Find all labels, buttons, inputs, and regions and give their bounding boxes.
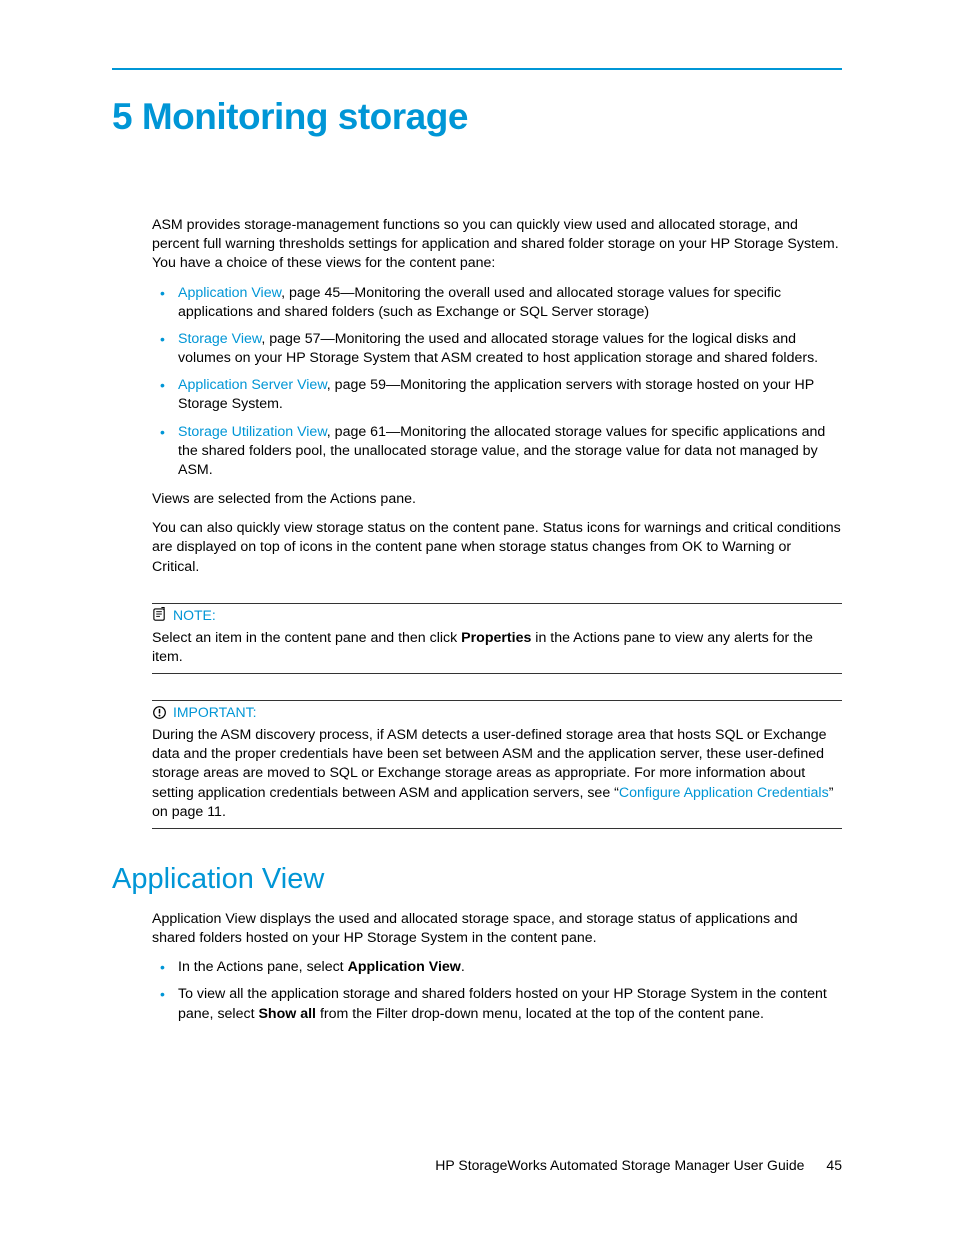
- list-item: Storage Utilization View, page 61—Monito…: [152, 423, 842, 481]
- list-item: Storage View, page 57—Monitoring the use…: [152, 330, 842, 368]
- important-body: During the ASM discovery process, if ASM…: [152, 726, 842, 822]
- list-item: Application View, page 45—Monitoring the…: [152, 284, 842, 322]
- note-label: NOTE:: [173, 607, 216, 623]
- callout-rule: [152, 700, 842, 701]
- list-item: To view all the application storage and …: [152, 985, 842, 1023]
- list-item: Application Server View, page 59—Monitor…: [152, 376, 842, 414]
- chapter-title: 5 Monitoring storage: [112, 96, 842, 138]
- note-body: Select an item in the content pane and t…: [152, 629, 842, 667]
- callout-rule: [152, 603, 842, 604]
- list-text: , page 57—Monitoring the used and alloca…: [178, 331, 818, 366]
- note-text-pre: Select an item in the content pane and t…: [152, 630, 461, 646]
- list-item: In the Actions pane, select Application …: [152, 958, 842, 977]
- page-footer: HP StorageWorks Automated Storage Manage…: [435, 1157, 842, 1173]
- section-title: Application View: [112, 863, 842, 896]
- top-rule: [112, 68, 842, 70]
- note-bold: Properties: [461, 630, 531, 646]
- list-text: In the Actions pane, select: [178, 959, 348, 975]
- important-callout: IMPORTANT: During the ASM discovery proc…: [152, 700, 842, 829]
- link-storage-utilization-view[interactable]: Storage Utilization View: [178, 424, 327, 440]
- footer-text: HP StorageWorks Automated Storage Manage…: [435, 1157, 804, 1173]
- note-callout: NOTE: Select an item in the content pane…: [152, 603, 842, 674]
- list-text: .: [461, 959, 465, 975]
- section-intro: Application View displays the used and a…: [152, 910, 842, 948]
- link-configure-credentials[interactable]: Configure Application Credentials: [619, 785, 829, 801]
- section-list: In the Actions pane, select Application …: [152, 958, 842, 1024]
- list-bold: Application View: [348, 959, 461, 975]
- page-number: 45: [826, 1157, 842, 1173]
- link-application-server-view[interactable]: Application Server View: [178, 377, 327, 393]
- list-text: from the Filter drop-down menu, located …: [316, 1006, 764, 1022]
- callout-rule: [152, 828, 842, 829]
- list-bold: Show all: [258, 1006, 316, 1022]
- note-icon: [152, 607, 167, 622]
- intro-paragraph: ASM provides storage-management function…: [152, 216, 842, 274]
- body-paragraph: You can also quickly view storage status…: [152, 519, 842, 577]
- views-list: Application View, page 45—Monitoring the…: [152, 284, 842, 481]
- link-storage-view[interactable]: Storage View: [178, 331, 261, 347]
- body-paragraph: Views are selected from the Actions pane…: [152, 490, 842, 509]
- important-icon: [152, 705, 167, 720]
- callout-rule: [152, 673, 842, 674]
- important-label: IMPORTANT:: [173, 704, 257, 720]
- link-application-view[interactable]: Application View: [178, 285, 281, 301]
